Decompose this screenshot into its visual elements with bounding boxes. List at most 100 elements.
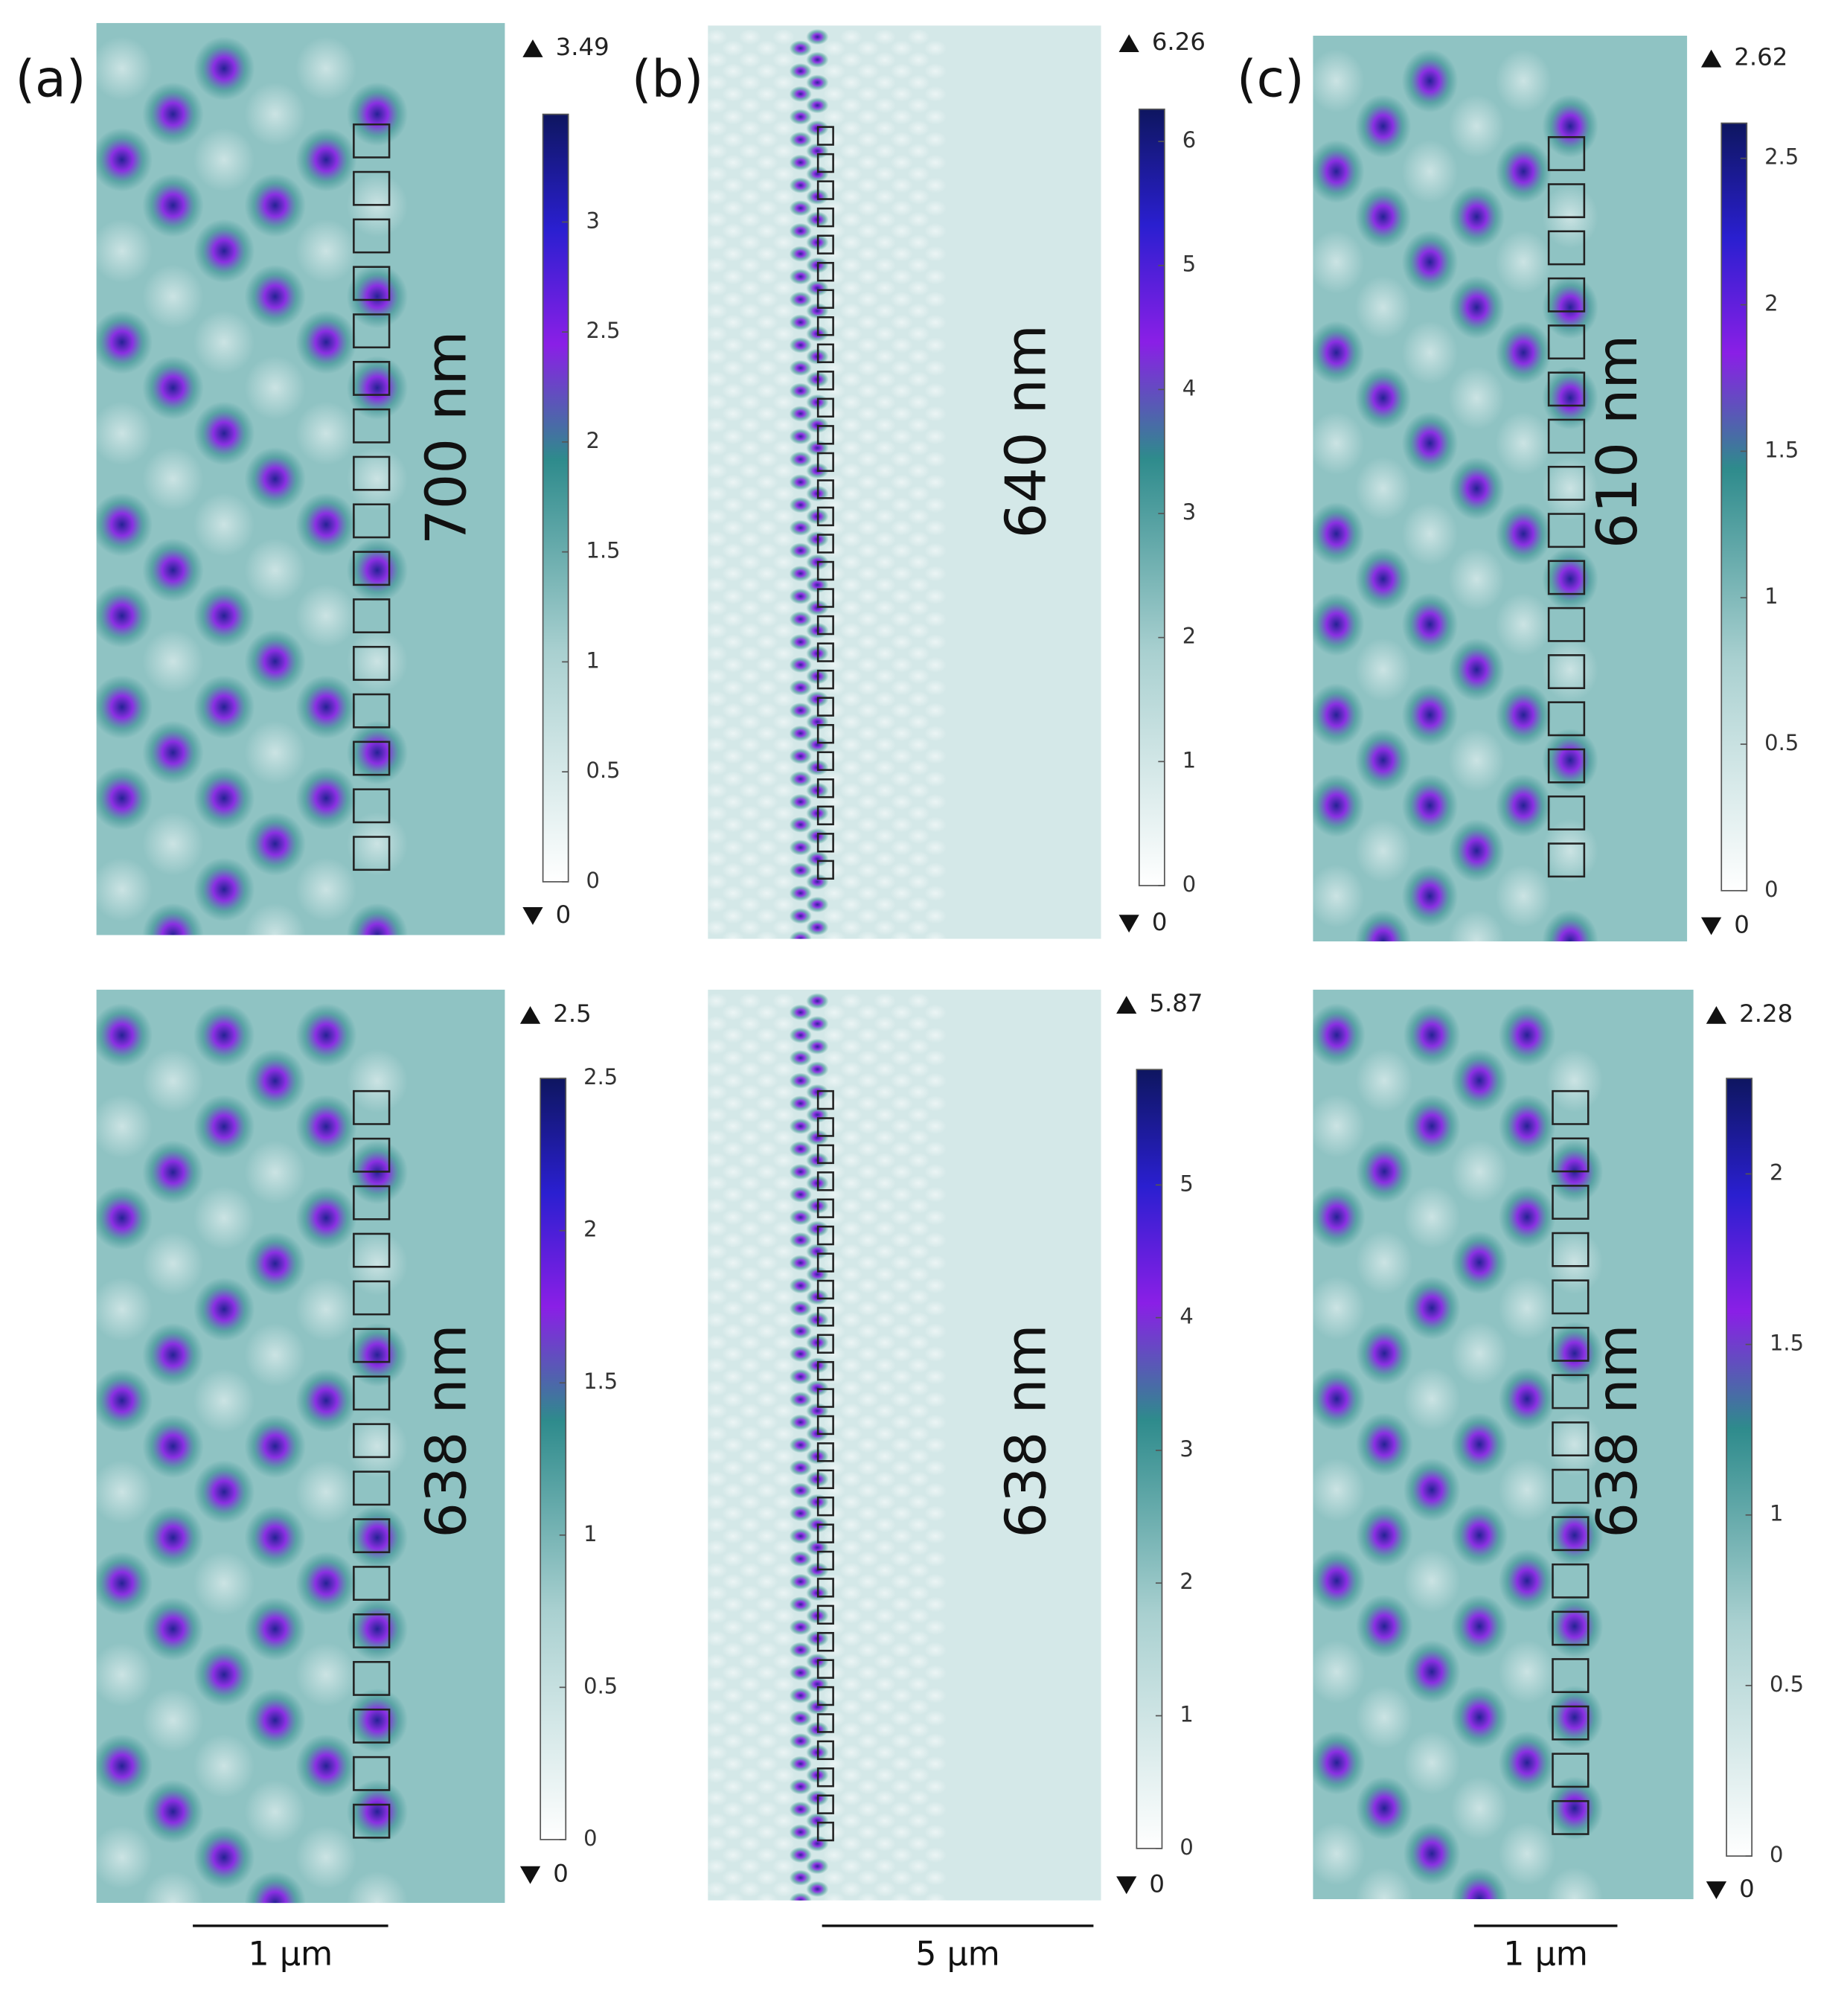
field-spot bbox=[1498, 1094, 1556, 1158]
field-spot bbox=[907, 1015, 930, 1032]
field-spot bbox=[738, 1471, 761, 1488]
field-spot bbox=[738, 1334, 761, 1351]
field-spot bbox=[722, 1892, 745, 1901]
colorbar-tick-label: 0.5 bbox=[1770, 1671, 1804, 1697]
field-spot bbox=[1498, 1367, 1556, 1431]
field-spot bbox=[789, 1756, 812, 1772]
field-spot bbox=[708, 143, 728, 159]
structure bbox=[1552, 1374, 1590, 1409]
field-spot bbox=[722, 1824, 745, 1840]
field-spot bbox=[839, 1858, 862, 1875]
scale-bar-label: 1 µm bbox=[1503, 1936, 1588, 1974]
structure bbox=[353, 1137, 391, 1173]
field-spot bbox=[822, 519, 846, 537]
structure bbox=[1552, 1137, 1590, 1173]
field-spot bbox=[873, 1744, 897, 1761]
field-spot bbox=[722, 1095, 745, 1112]
field-spot bbox=[924, 1095, 947, 1112]
field-spot bbox=[1495, 139, 1552, 204]
field-spot bbox=[1542, 638, 1598, 702]
colorbar bbox=[540, 1078, 567, 1840]
field-spot bbox=[822, 543, 846, 559]
field-spot bbox=[839, 1517, 862, 1533]
field-spot bbox=[1313, 502, 1365, 566]
field-spot bbox=[924, 1596, 947, 1613]
field-spot bbox=[708, 1380, 728, 1396]
field-spot bbox=[1450, 1139, 1508, 1204]
field-spot bbox=[722, 223, 745, 240]
field-spot bbox=[924, 1323, 947, 1340]
field-spot bbox=[708, 51, 728, 68]
max-marker bbox=[1116, 996, 1137, 1014]
field-spot bbox=[789, 86, 812, 103]
structure bbox=[816, 642, 834, 662]
field-spot bbox=[873, 1380, 897, 1396]
field-spot bbox=[857, 1687, 880, 1704]
field-spot bbox=[806, 28, 829, 45]
field-spot bbox=[857, 1141, 880, 1157]
field-spot bbox=[857, 109, 880, 125]
field-spot bbox=[244, 264, 306, 329]
field-spot bbox=[722, 1049, 745, 1066]
field-spot bbox=[789, 1049, 812, 1066]
field-spot bbox=[755, 1482, 778, 1499]
field-spot bbox=[722, 451, 745, 467]
field-spot bbox=[857, 611, 880, 627]
field-spot bbox=[722, 314, 745, 330]
field-spot bbox=[1403, 1185, 1461, 1249]
field-spot bbox=[924, 269, 947, 285]
structure bbox=[816, 1578, 834, 1598]
field-spot bbox=[873, 1197, 897, 1215]
field-spot bbox=[346, 720, 409, 785]
colorbar-min: 0 bbox=[553, 1860, 569, 1888]
field-spot bbox=[924, 1779, 947, 1795]
structure bbox=[353, 266, 391, 301]
field-spot bbox=[839, 805, 862, 822]
field-spot bbox=[708, 97, 728, 114]
colorbar-tick-label: 2.5 bbox=[586, 318, 621, 343]
field-spot bbox=[890, 1665, 913, 1681]
field-spot bbox=[1355, 1594, 1413, 1659]
field-spot bbox=[822, 177, 846, 193]
field-spot bbox=[924, 1300, 947, 1316]
field-spot bbox=[772, 508, 796, 525]
field-spot bbox=[244, 173, 306, 237]
field-spot bbox=[738, 417, 761, 433]
field-spot bbox=[822, 451, 846, 467]
field-spot bbox=[346, 1049, 409, 1113]
field-spot bbox=[839, 1835, 862, 1852]
field-spot bbox=[839, 1266, 862, 1282]
structure bbox=[353, 361, 391, 396]
field-spot bbox=[857, 1414, 880, 1430]
field-spot bbox=[722, 131, 745, 148]
field-spot bbox=[839, 577, 862, 593]
field-spot bbox=[96, 219, 153, 284]
field-spot bbox=[1546, 1594, 1604, 1659]
field-spot bbox=[193, 1459, 255, 1524]
field-spot bbox=[873, 1812, 897, 1829]
field-spot bbox=[708, 1767, 728, 1784]
field-spot bbox=[873, 737, 897, 753]
field-spot bbox=[857, 1186, 880, 1203]
field-spot bbox=[772, 599, 796, 616]
field-spot bbox=[772, 1584, 796, 1601]
field-spot bbox=[755, 269, 778, 285]
structure bbox=[353, 1089, 391, 1125]
field-spot bbox=[890, 748, 913, 764]
field-spot bbox=[96, 583, 153, 648]
field-spot bbox=[722, 1232, 745, 1249]
field-spot bbox=[907, 120, 930, 137]
field-spot bbox=[907, 188, 930, 205]
field-spot bbox=[755, 1277, 778, 1294]
field-spot bbox=[708, 805, 728, 822]
field-spot bbox=[1448, 547, 1505, 611]
field-spot bbox=[873, 371, 897, 388]
field-spot bbox=[755, 291, 778, 308]
field-spot bbox=[873, 485, 897, 502]
field-spot bbox=[1498, 1185, 1556, 1249]
field-spot bbox=[1498, 1276, 1556, 1340]
field-spot bbox=[722, 1277, 745, 1294]
field-spot bbox=[873, 280, 897, 296]
structure bbox=[816, 560, 834, 581]
field-spot bbox=[839, 1471, 862, 1488]
